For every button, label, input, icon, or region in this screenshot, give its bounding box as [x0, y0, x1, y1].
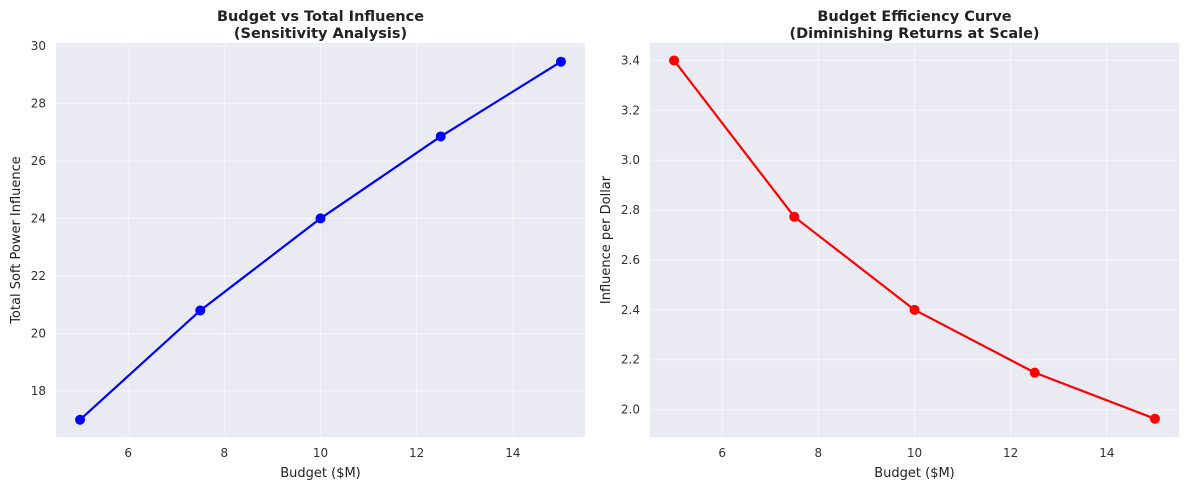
x-tick-label: 8: [814, 446, 822, 460]
y-tick-label: 3.2: [621, 103, 640, 117]
data-point: [315, 213, 326, 224]
x-tick-label: 10: [907, 446, 922, 460]
y-tick-label: 28: [31, 96, 46, 110]
data-point: [555, 56, 566, 67]
chart-panel-2: 6 8 10 12 14 2.0 2.2 2.4 2.6 2.8 3.0 3.2 3.4 Budget E…: [599, 9, 1179, 481]
chart-title-line-1: Budget vs Total Influence: [217, 9, 424, 25]
x-tick-label: 6: [124, 446, 132, 460]
data-point: [195, 305, 206, 316]
y-tick-label: 30: [31, 39, 46, 53]
chart-title-line-2: (Sensitivity Analysis): [234, 26, 407, 42]
chart-title-line-1: Budget Efficiency Curve: [817, 9, 1011, 25]
y-tick-label: 22: [31, 269, 46, 283]
y-tick-label: 2.4: [621, 303, 640, 317]
x-tick-label: 14: [505, 446, 520, 460]
y-tick-label: 20: [31, 326, 46, 340]
y-axis-label: Total Soft Power Influence: [9, 156, 24, 325]
x-axis-label: Budget ($M): [280, 466, 361, 481]
chart-title-line-2: (Diminishing Returns at Scale): [789, 26, 1039, 42]
data-point: [789, 211, 800, 222]
data-point: [1029, 367, 1040, 378]
x-tick-label: 10: [313, 446, 328, 460]
y-tick-label: 2.0: [621, 403, 640, 417]
chart-panel-1: 6 8 10 12 14 18 20 22 24 26 28 30 Budget vs Total In…: [9, 9, 585, 481]
data-point: [435, 131, 446, 142]
x-tick-label: 8: [220, 446, 228, 460]
data-point: [909, 304, 920, 315]
x-tick-label: 14: [1099, 446, 1114, 460]
data-point: [75, 414, 86, 425]
y-tick-label: 2.8: [621, 203, 640, 217]
x-tick-label: 6: [718, 446, 726, 460]
y-tick-label: 2.6: [621, 253, 640, 267]
data-point: [669, 55, 680, 66]
x-axis-label: Budget ($M): [874, 466, 955, 481]
y-axis-label: Influence per Dollar: [599, 175, 614, 304]
y-tick-label: 18: [31, 384, 46, 398]
x-tick-label: 12: [409, 446, 424, 460]
x-tick-label: 12: [1003, 446, 1018, 460]
data-point: [1149, 413, 1160, 424]
y-tick-label: 3.4: [621, 53, 640, 67]
y-tick-label: 2.2: [621, 353, 640, 367]
y-tick-label: 26: [31, 154, 46, 168]
y-tick-label: 3.0: [621, 153, 640, 167]
y-tick-label: 24: [31, 211, 46, 225]
